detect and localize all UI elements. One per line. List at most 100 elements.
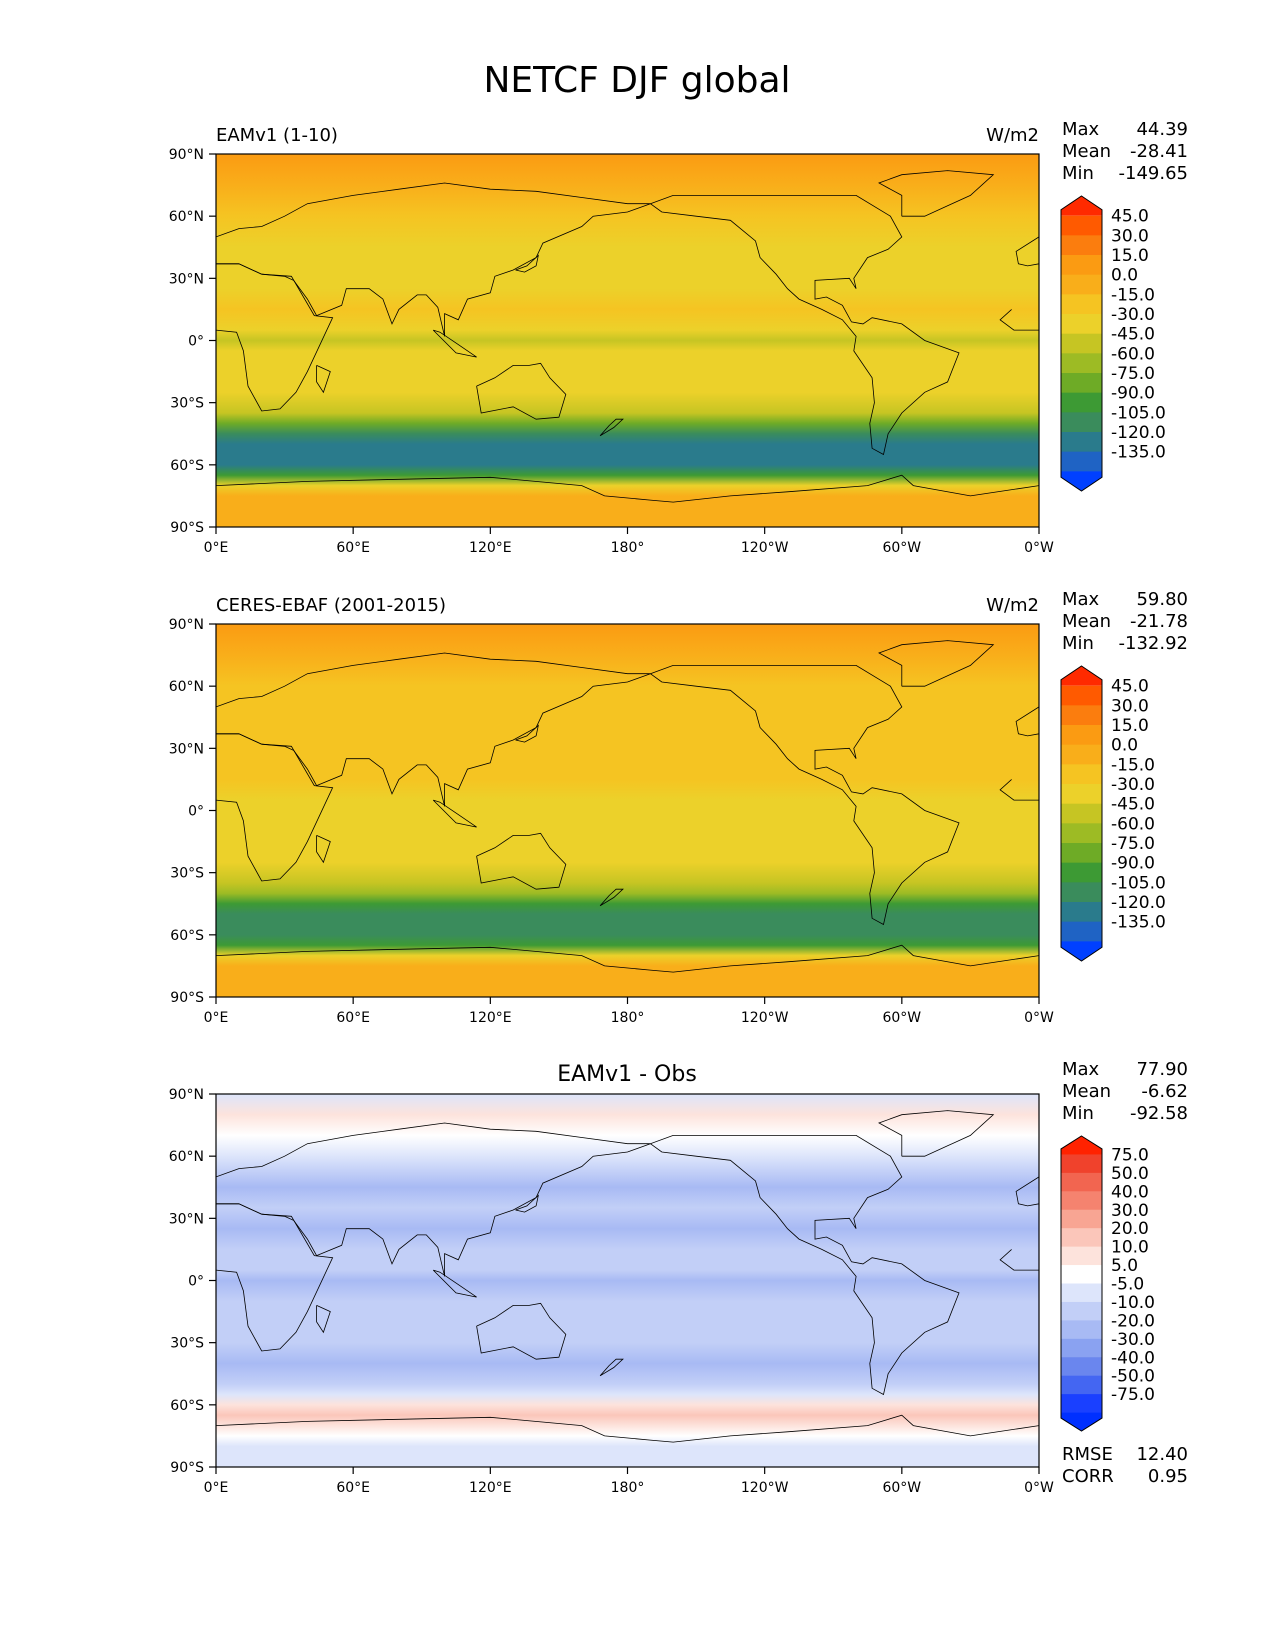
x-tick-label: 180° [611, 1480, 645, 1496]
coastline [1015, 236, 1039, 267]
x-tick-label: 0°E [204, 1010, 229, 1026]
x-tick-label: 120°W [741, 540, 789, 556]
coastline [1015, 706, 1039, 737]
coastline [432, 799, 477, 828]
colorbar-tick-label: 0.0 [1111, 266, 1138, 286]
x-tick-label: 60°W [882, 1010, 921, 1026]
coastline [216, 944, 1039, 973]
coastline [999, 1249, 1039, 1271]
colorbar-tick-label: -45.0 [1111, 325, 1155, 345]
field-shading [216, 624, 1039, 997]
colorbar-tick-label: 30.0 [1111, 1201, 1149, 1221]
colorbar-swatch [1061, 373, 1102, 394]
coastline [476, 362, 567, 420]
colorbar-swatch [1061, 1246, 1102, 1266]
coastline [476, 1302, 567, 1360]
y-tick-label: 60°S [170, 1398, 204, 1414]
colorbar-swatch [1061, 843, 1102, 864]
y-tick-label: 30°S [170, 396, 204, 412]
coastline [650, 1135, 960, 1396]
colorbar-swatch [1061, 1136, 1102, 1155]
field-shading [216, 1094, 1039, 1467]
colorbar-tick-label: 5.0 [1111, 1256, 1138, 1276]
y-tick-label: 60°S [170, 458, 204, 474]
x-tick-label: 0°W [1024, 540, 1054, 556]
colorbar-swatch [1061, 921, 1102, 942]
y-tick-label: 0° [188, 804, 204, 820]
colorbar-swatch [1061, 432, 1102, 453]
y-tick-label: 0° [188, 334, 204, 350]
colorbar-tick-label: -105.0 [1111, 403, 1166, 423]
colorbar-swatch [1061, 902, 1102, 923]
colorbar-swatch [1061, 1172, 1102, 1192]
colorbar-swatch [1061, 1301, 1102, 1321]
colorbar-swatch [1061, 314, 1102, 335]
mean-label: Mean [1062, 1081, 1111, 1102]
mean-value: -28.41 [1130, 141, 1188, 162]
colorbar-swatch [1061, 1209, 1102, 1229]
map-field [216, 154, 1039, 527]
colorbar-tick-label: -75.0 [1111, 834, 1155, 854]
colorbar-tick-label: -30.0 [1111, 1330, 1155, 1350]
coastline [599, 418, 624, 437]
colorbar-tick-label: -10.0 [1111, 1293, 1155, 1313]
colorbar-tick-label: -40.0 [1111, 1348, 1155, 1368]
colorbar-swatch [1061, 235, 1102, 256]
coastline [216, 733, 334, 882]
panel-difference: EAMv1 - Obs Max 77.90 Mean -6.62 Min -92… [169, 1059, 1188, 1496]
y-tick-label: 90°N [169, 617, 204, 633]
min-label: Min [1062, 1103, 1094, 1124]
colorbar-tick-label: -30.0 [1111, 305, 1155, 325]
y-tick-label: 30°S [170, 866, 204, 882]
colorbar-tick-label: 50.0 [1111, 1164, 1149, 1184]
x-tick-label: 120°W [741, 1010, 789, 1026]
colorbar-swatch [1061, 744, 1102, 765]
coastline [878, 170, 995, 217]
colorbar-swatch [1061, 685, 1102, 706]
colorbar-swatch [1061, 1228, 1102, 1248]
coastline [476, 832, 567, 890]
colorbar-swatch [1061, 353, 1102, 374]
coastline [878, 1110, 995, 1157]
colorbar: 75.050.040.030.020.010.05.0-5.0-10.0-20.… [1060, 1135, 1155, 1432]
colorbar-swatch [1061, 451, 1102, 472]
colorbar-outline [1060, 195, 1103, 492]
colorbar-swatch [1061, 294, 1102, 315]
colorbar-swatch [1061, 333, 1102, 354]
coastline [316, 365, 331, 394]
colorbar-tick-label: -5.0 [1111, 1275, 1144, 1295]
colorbar-outline [1060, 665, 1103, 962]
max-label: Max [1062, 119, 1100, 140]
coastline [216, 182, 651, 337]
corr-label: CORR [1062, 1466, 1114, 1487]
x-tick-label: 180° [611, 1010, 645, 1026]
panel-observation: CERES-EBAF (2001-2015) W/m2 Max 59.80 Me… [169, 589, 1188, 1026]
colorbar-tick-label: 45.0 [1111, 207, 1149, 227]
colorbar-swatch [1061, 1154, 1102, 1174]
colorbar-swatch [1061, 196, 1102, 216]
coastline [599, 888, 624, 907]
x-tick-label: 120°E [469, 1010, 512, 1026]
figure-title: NETCF DJF global [483, 60, 790, 101]
colorbar-tick-label: 15.0 [1111, 246, 1149, 266]
colorbar-swatch [1061, 1357, 1102, 1377]
coastline [650, 665, 960, 926]
colorbar-swatch [1061, 215, 1102, 236]
colorbar-swatch [1061, 705, 1102, 726]
colorbar-swatch [1061, 1320, 1102, 1340]
colorbar-tick-label: -15.0 [1111, 755, 1155, 775]
colorbar-tick-label: 75.0 [1111, 1145, 1149, 1165]
colorbar-tick-label: 0.0 [1111, 736, 1138, 756]
colorbar-swatch [1061, 392, 1102, 413]
y-tick-label: 60°N [169, 679, 204, 695]
colorbar-tick-label: -60.0 [1111, 814, 1155, 834]
panel-title: EAMv1 (1-10) [216, 125, 338, 146]
colorbar-tick-label: -90.0 [1111, 854, 1155, 874]
colorbar-swatch [1061, 255, 1102, 276]
min-value: -132.92 [1119, 633, 1188, 654]
colorbar-tick-label: 40.0 [1111, 1182, 1149, 1202]
colorbar-swatch [1061, 803, 1102, 824]
max-value: 77.90 [1136, 1059, 1188, 1080]
colorbar-tick-label: -120.0 [1111, 893, 1166, 913]
